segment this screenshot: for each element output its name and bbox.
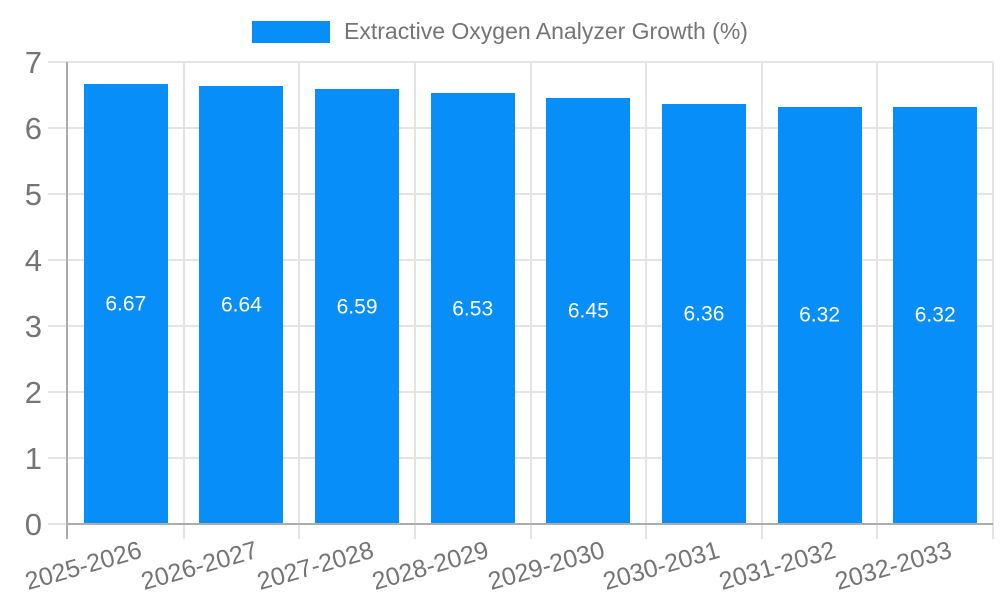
y-tick-mark xyxy=(48,325,68,327)
y-axis-tick-label: 6 xyxy=(24,111,42,146)
y-tick-mark xyxy=(48,523,68,525)
x-tick-mark xyxy=(992,524,994,539)
x-axis-tick-label: 2031-2032 xyxy=(716,536,839,596)
x-axis-tick-label: 2030-2031 xyxy=(600,536,724,596)
y-axis-tick-label: 1 xyxy=(24,441,42,476)
y-axis-tick-label: 4 xyxy=(24,243,42,278)
x-tick-mark xyxy=(182,524,185,539)
legend-swatch-icon xyxy=(252,20,331,43)
y-tick-mark xyxy=(48,127,68,129)
x-axis-tick-label: 2025-2026 xyxy=(22,536,145,596)
y-axis-tick-label: 2 xyxy=(24,375,42,410)
x-tick-mark xyxy=(760,524,763,539)
x-tick-mark xyxy=(645,524,648,539)
bar xyxy=(893,106,978,524)
y-tick-mark xyxy=(48,61,68,63)
x-axis-tick-label: 2029-2030 xyxy=(484,536,608,596)
x-axis-line xyxy=(68,523,993,525)
y-tick-mark xyxy=(48,391,68,393)
x-gridline xyxy=(760,62,763,524)
x-axis-tick-label: 2026-2027 xyxy=(137,536,261,596)
bar-value-label: 6.32 xyxy=(914,303,956,327)
bar xyxy=(315,89,400,524)
bar-value-label: 6.59 xyxy=(336,295,378,319)
bar xyxy=(661,104,746,524)
bar-value-label: 6.45 xyxy=(567,299,609,323)
x-axis-tick-label: 2027-2028 xyxy=(253,536,377,596)
y-axis-line xyxy=(66,62,68,539)
bar-value-label: 6.32 xyxy=(799,303,840,327)
x-gridline xyxy=(992,62,994,524)
x-tick-mark xyxy=(876,524,879,539)
x-gridline xyxy=(876,62,879,524)
bar xyxy=(83,83,168,524)
y-tick-mark xyxy=(48,457,68,459)
y-axis-tick-label: 3 xyxy=(24,309,42,344)
y-axis-tick-label: 0 xyxy=(24,507,42,542)
legend-label: Extractive Oxygen Analyzer Growth (%) xyxy=(344,18,748,44)
x-tick-mark xyxy=(529,524,532,539)
bar xyxy=(199,85,284,524)
bar-value-label: 6.67 xyxy=(105,292,147,316)
y-axis-tick-label: 5 xyxy=(24,177,42,212)
y-tick-mark xyxy=(48,193,68,195)
bar xyxy=(430,93,515,524)
x-gridline xyxy=(529,62,532,524)
bar-value-label: 6.53 xyxy=(452,297,494,320)
y-tick-mark xyxy=(48,259,68,261)
bar xyxy=(546,98,631,524)
x-gridline xyxy=(182,62,185,524)
x-axis-tick-label: 2028-2029 xyxy=(369,536,492,596)
y-axis-tick-label: 7 xyxy=(24,45,42,80)
bar xyxy=(777,106,862,524)
x-axis-tick-label: 2032-2033 xyxy=(831,536,955,596)
x-tick-mark xyxy=(413,524,416,539)
bar-value-label: 6.64 xyxy=(221,293,262,317)
x-gridline xyxy=(413,62,416,524)
bar-value-label: 6.36 xyxy=(683,302,725,326)
x-gridline xyxy=(298,62,301,524)
x-tick-mark xyxy=(298,524,301,539)
chart-legend[interactable]: Extractive Oxygen Analyzer Growth (%) xyxy=(0,18,1000,45)
x-gridline xyxy=(645,62,648,524)
